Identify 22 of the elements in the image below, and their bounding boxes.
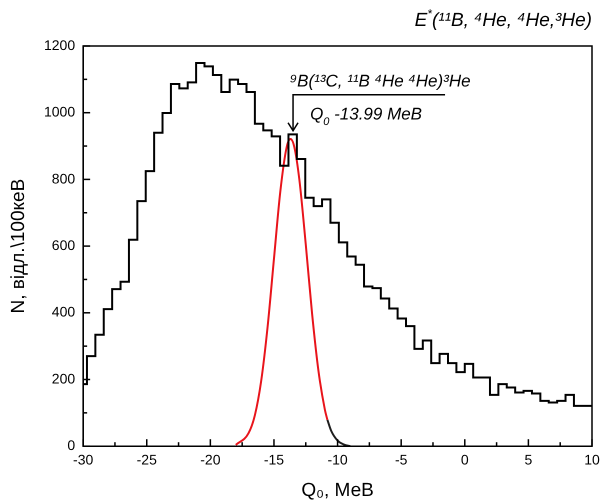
line-series bbox=[326, 418, 352, 446]
x-tick-label: -20 bbox=[200, 451, 221, 468]
annotation: ⁹B(¹³C, ¹¹B ⁴He ⁴He)³He bbox=[290, 72, 471, 91]
y-tick-label: 0 bbox=[67, 437, 76, 454]
chart-title: E*(¹¹B, ⁴He, ⁴He,³He) bbox=[414, 6, 592, 31]
x-tick-label: 0 bbox=[460, 451, 469, 468]
line-series bbox=[234, 138, 328, 446]
x-tick-label: -5 bbox=[394, 451, 408, 468]
y-tick-label: 400 bbox=[52, 304, 76, 320]
x-tick-label: -10 bbox=[327, 451, 348, 468]
y-tick-label: 600 bbox=[52, 236, 76, 253]
x-tick-label: -15 bbox=[264, 451, 284, 468]
x-tick-label: -30 bbox=[73, 451, 94, 468]
y-tick-label: 1200 bbox=[44, 36, 76, 53]
y-tick-label: 800 bbox=[52, 170, 76, 186]
x-axis-title: Q₀, МеВ bbox=[301, 480, 374, 501]
x-tick-label: -25 bbox=[136, 451, 158, 468]
y-tick-label: 1000 bbox=[44, 104, 76, 120]
x-tick-label: 5 bbox=[524, 451, 532, 468]
y-tick-label: 200 bbox=[52, 370, 76, 386]
x-tick-label: 10 bbox=[584, 451, 600, 468]
y-axis-title: N, відл.\100кеВ bbox=[8, 178, 29, 314]
